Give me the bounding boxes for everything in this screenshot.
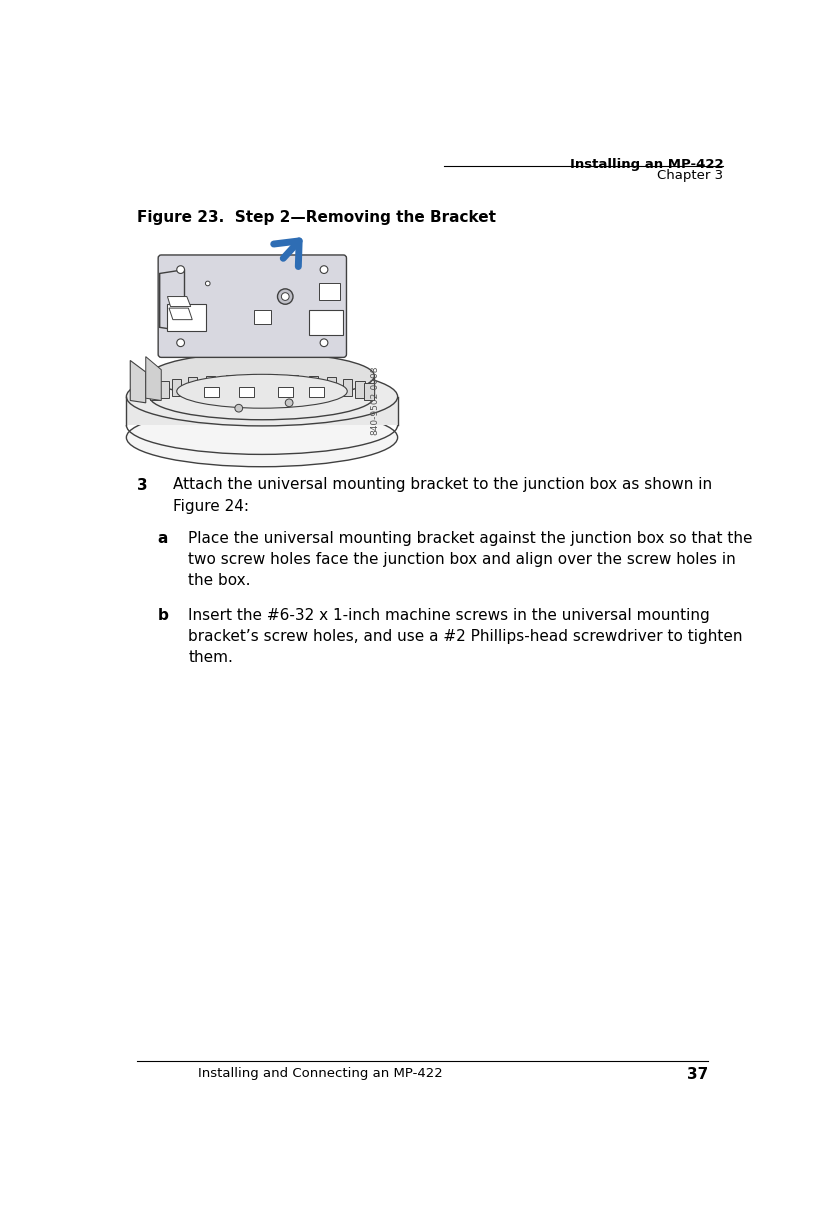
Circle shape [277, 289, 293, 304]
FancyBboxPatch shape [342, 379, 352, 397]
FancyBboxPatch shape [204, 387, 219, 398]
FancyBboxPatch shape [365, 383, 374, 400]
Text: Insert the #6-32 x 1-inch machine screws in the universal mounting
bracket’s scr: Insert the #6-32 x 1-inch machine screws… [188, 609, 743, 665]
Circle shape [177, 339, 185, 346]
Circle shape [285, 399, 293, 406]
Text: 3: 3 [137, 477, 148, 493]
FancyBboxPatch shape [172, 379, 182, 397]
Polygon shape [146, 356, 161, 400]
Text: Place the universal mounting bracket against the junction box so that the
two sc: Place the universal mounting bracket aga… [188, 532, 753, 588]
Text: Installing and Connecting an MP-422: Installing and Connecting an MP-422 [198, 1066, 442, 1080]
Text: Installing an MP-422: Installing an MP-422 [569, 157, 724, 171]
Circle shape [320, 266, 328, 273]
FancyBboxPatch shape [226, 375, 235, 392]
FancyBboxPatch shape [205, 376, 215, 393]
FancyBboxPatch shape [150, 383, 159, 400]
Ellipse shape [149, 353, 375, 399]
Polygon shape [169, 309, 192, 320]
FancyBboxPatch shape [309, 376, 318, 393]
Text: Attach the universal mounting bracket to the junction box as shown in
Figure 24:: Attach the universal mounting bracket to… [173, 477, 712, 514]
Circle shape [281, 293, 289, 300]
FancyBboxPatch shape [158, 255, 346, 357]
FancyBboxPatch shape [356, 381, 365, 398]
Text: 840-9502-0008: 840-9502-0008 [370, 366, 379, 436]
FancyBboxPatch shape [247, 375, 256, 392]
FancyBboxPatch shape [167, 304, 206, 331]
Text: a: a [158, 532, 167, 547]
FancyBboxPatch shape [254, 310, 271, 323]
Polygon shape [126, 396, 398, 425]
Ellipse shape [177, 375, 347, 409]
Polygon shape [149, 376, 153, 396]
Circle shape [235, 404, 243, 412]
Text: 37: 37 [687, 1066, 709, 1082]
FancyArrowPatch shape [274, 240, 299, 266]
Polygon shape [130, 360, 146, 403]
FancyBboxPatch shape [268, 375, 277, 392]
Text: b: b [158, 609, 168, 623]
FancyBboxPatch shape [238, 387, 254, 398]
FancyBboxPatch shape [277, 387, 293, 398]
FancyBboxPatch shape [318, 283, 340, 300]
FancyBboxPatch shape [188, 377, 197, 394]
Ellipse shape [126, 367, 398, 426]
Circle shape [177, 266, 185, 273]
Text: Chapter 3: Chapter 3 [657, 168, 724, 182]
Polygon shape [160, 270, 185, 331]
Ellipse shape [126, 409, 398, 467]
FancyBboxPatch shape [309, 387, 324, 398]
FancyBboxPatch shape [159, 381, 169, 398]
FancyBboxPatch shape [289, 375, 299, 392]
FancyBboxPatch shape [327, 377, 337, 394]
Circle shape [205, 281, 210, 285]
Circle shape [320, 339, 328, 346]
FancyBboxPatch shape [309, 310, 343, 336]
Polygon shape [167, 296, 191, 306]
Text: Figure 23.  Step 2—Removing the Bracket: Figure 23. Step 2—Removing the Bracket [137, 210, 496, 224]
